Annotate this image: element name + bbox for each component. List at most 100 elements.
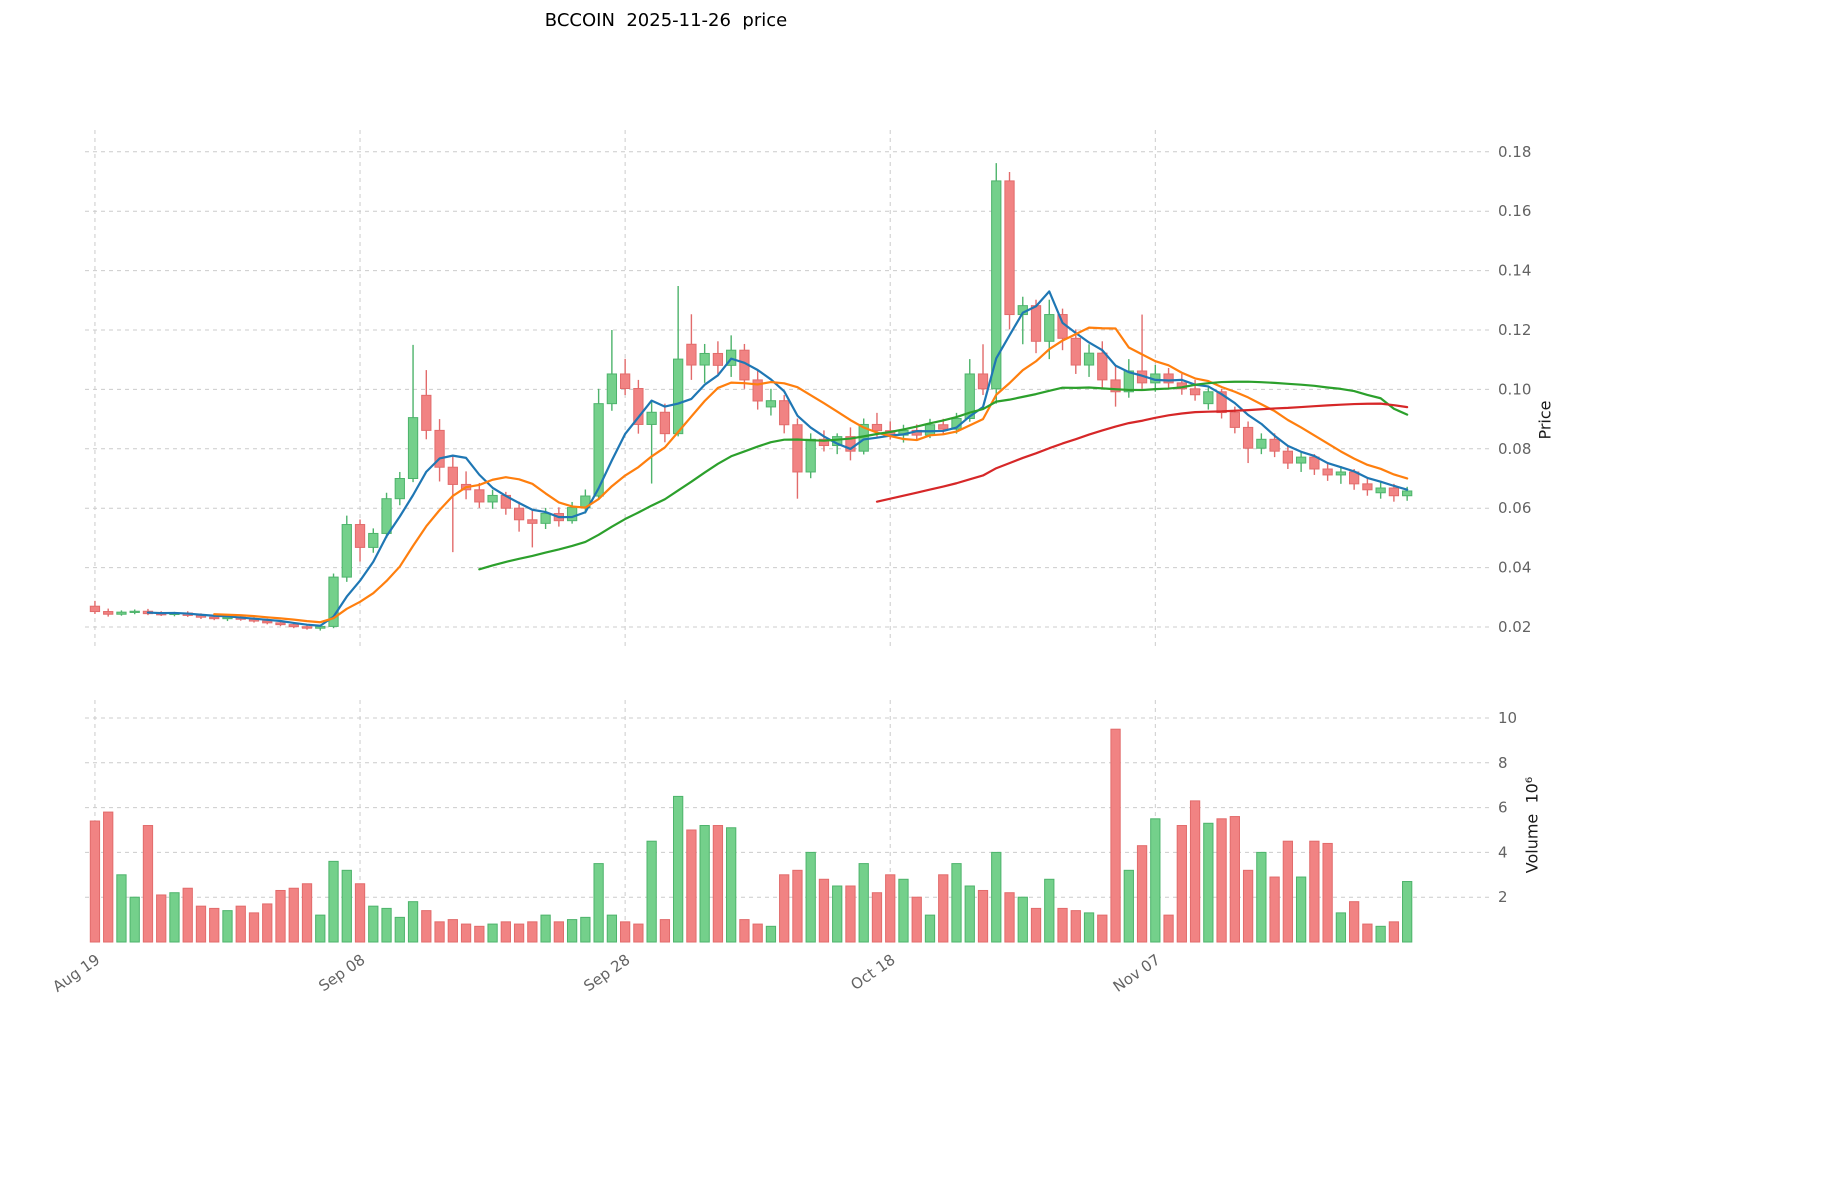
candle-body <box>938 424 949 430</box>
volume-bar <box>195 905 207 943</box>
volume-bar <box>89 820 101 943</box>
candle-body <box>407 417 419 479</box>
volume-bar <box>991 851 1002 943</box>
candle-body <box>1282 450 1294 464</box>
candle-body <box>527 519 538 524</box>
candle-body <box>1044 314 1055 342</box>
volume-bar <box>924 914 936 943</box>
candle-body <box>633 388 644 425</box>
candle-body <box>1295 456 1307 464</box>
candle-body <box>646 411 657 425</box>
volume-bar <box>1176 825 1187 943</box>
volume-bar <box>1322 842 1333 943</box>
candle-body <box>328 576 339 627</box>
candle-body <box>1097 352 1108 381</box>
candle-body <box>752 379 763 402</box>
candle-body <box>1110 379 1121 393</box>
price-tick-label: 0.08 <box>1498 440 1531 458</box>
volume-bar <box>938 874 949 943</box>
volume-bar <box>845 885 856 943</box>
candle-body <box>977 373 989 390</box>
candle-body <box>779 400 790 426</box>
candle-body <box>288 624 299 628</box>
volume-bar <box>911 896 922 943</box>
price-tick-label: 0.16 <box>1498 202 1531 220</box>
volume-bar <box>898 878 909 943</box>
volume-bar <box>792 869 803 943</box>
candle-body <box>606 373 618 405</box>
volume-bar <box>142 825 154 943</box>
volume-bar <box>1402 881 1413 943</box>
date-tick-labels: Aug 19 Sep 08 Sep 28 Oct 18 Nov 07 <box>49 951 1163 996</box>
volume-bar <box>1123 869 1134 943</box>
volume-tick-label: 8 <box>1498 754 1508 772</box>
volume-bar <box>1309 840 1320 943</box>
date-tick-label: Aug 19 <box>49 951 103 996</box>
volume-bar <box>434 921 445 943</box>
ma-line-ma30 <box>478 380 1409 571</box>
volume-bar <box>222 910 233 943</box>
volume-bar <box>1004 892 1015 943</box>
volume-bar <box>1282 840 1294 943</box>
volume-bar <box>1163 914 1174 943</box>
volume-bar <box>500 921 511 943</box>
candle-body <box>1203 391 1214 405</box>
candle-body <box>394 478 405 500</box>
candle-body <box>341 524 352 578</box>
volume-bar <box>1388 921 1400 943</box>
volume-bar <box>381 907 392 943</box>
volume-bar <box>832 885 843 943</box>
candle-body <box>354 524 366 548</box>
candle-body <box>1335 471 1347 476</box>
price-tick-label: 0.12 <box>1498 321 1531 339</box>
volume-bar <box>805 851 816 943</box>
moving-average-lines <box>146 290 1409 627</box>
volume-bar <box>301 883 313 943</box>
candle-body <box>699 352 710 366</box>
candle-body <box>1242 426 1254 449</box>
volume-tick-label: 4 <box>1498 843 1508 861</box>
volume-bar <box>779 874 790 943</box>
volume-bar <box>566 919 578 943</box>
price-tick-label: 0.14 <box>1498 262 1531 280</box>
candle-body <box>513 507 525 521</box>
volume-bar <box>474 925 485 943</box>
volume-bar <box>513 923 525 943</box>
volume-bar <box>765 925 777 943</box>
volume-tick-labels: 2 4 6 8 10 <box>1498 709 1517 906</box>
volume-bar <box>169 892 180 943</box>
volume-bar <box>407 901 419 943</box>
volume-bar <box>1057 907 1068 943</box>
volume-bar <box>209 907 220 943</box>
volume-bars <box>89 728 1413 943</box>
price-tick-label: 0.02 <box>1498 618 1531 636</box>
volume-bar <box>1349 901 1360 943</box>
candle-body <box>659 411 671 435</box>
volume-bar <box>315 914 326 943</box>
volume-bar <box>527 921 538 943</box>
volume-bar <box>1110 728 1121 943</box>
candle-body <box>89 605 101 613</box>
candle-body <box>381 498 392 534</box>
ma-line-ma10 <box>213 326 1409 624</box>
volume-bar <box>328 860 339 943</box>
volume-bar <box>871 892 883 943</box>
candle-body <box>1083 352 1095 366</box>
candle-body <box>275 622 286 626</box>
volume-bar <box>553 921 564 943</box>
volume-bar <box>1256 851 1267 943</box>
volume-bar <box>116 874 127 943</box>
gridlines <box>85 130 1490 942</box>
candle-body <box>447 466 458 485</box>
date-tick-label: Sep 08 <box>315 951 368 996</box>
candle-body <box>818 438 830 447</box>
candle-body <box>368 532 379 548</box>
volume-bar <box>580 916 591 943</box>
candle-body <box>566 507 578 522</box>
volume-bar <box>1295 876 1307 943</box>
volume-bar <box>646 840 657 943</box>
volume-bar <box>341 869 352 943</box>
date-tick-label: Nov 07 <box>1110 951 1164 996</box>
